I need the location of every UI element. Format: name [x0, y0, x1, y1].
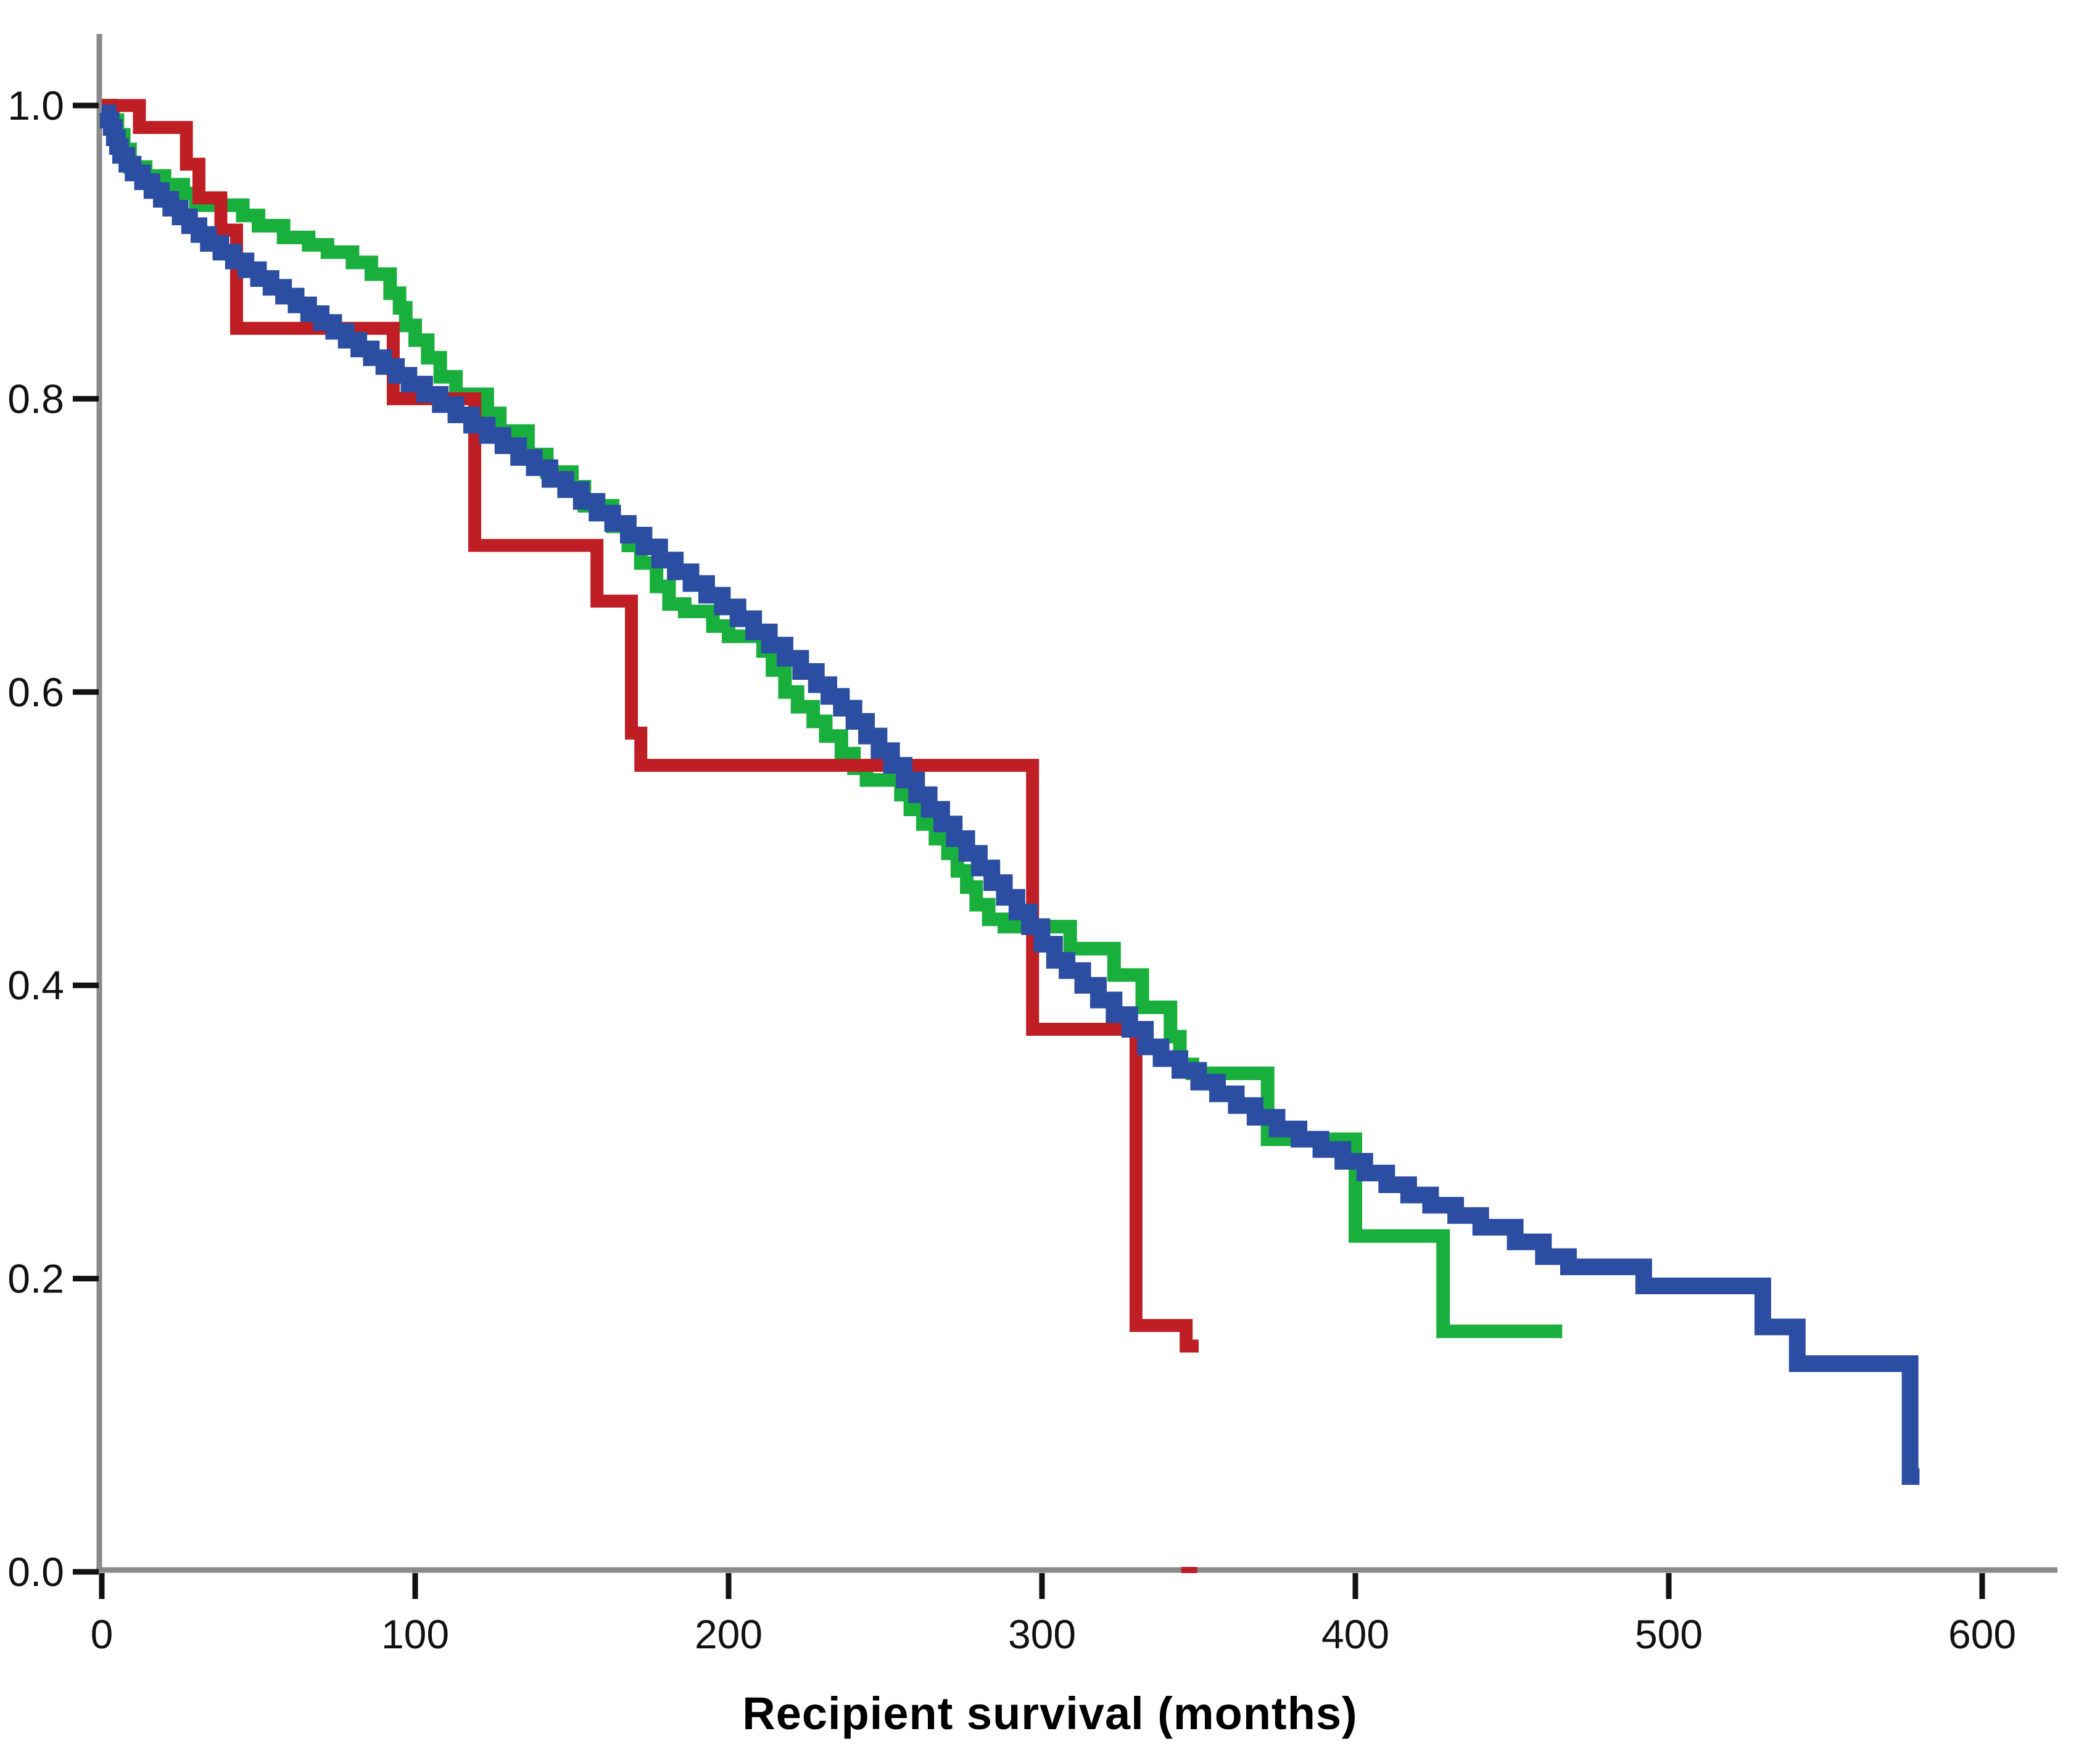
y-tick-label: 0.4 [7, 962, 64, 1008]
x-tick-label: 200 [695, 1611, 763, 1657]
y-tick-label: 0.2 [7, 1256, 64, 1302]
blue-cohort-curve [99, 104, 1920, 1485]
y-tick-label: 0.8 [7, 376, 64, 421]
x-tick-label: 400 [1321, 1611, 1389, 1657]
y-tick-label: 1.0 [7, 83, 64, 128]
green-cohort-curve [102, 99, 1563, 1339]
x-tick-label: 100 [381, 1611, 449, 1657]
y-tick-label: 0.6 [7, 669, 64, 715]
x-axis-title: Recipient survival (months) [742, 1688, 1358, 1739]
x-tick-label: 600 [1948, 1611, 2016, 1657]
y-tick-label: 0.0 [7, 1549, 64, 1595]
x-tick-label: 500 [1635, 1611, 1703, 1657]
x-tick-label: 300 [1008, 1611, 1076, 1657]
x-tick-label: 0 [91, 1611, 114, 1657]
red-cohort-curve [102, 99, 1199, 1353]
